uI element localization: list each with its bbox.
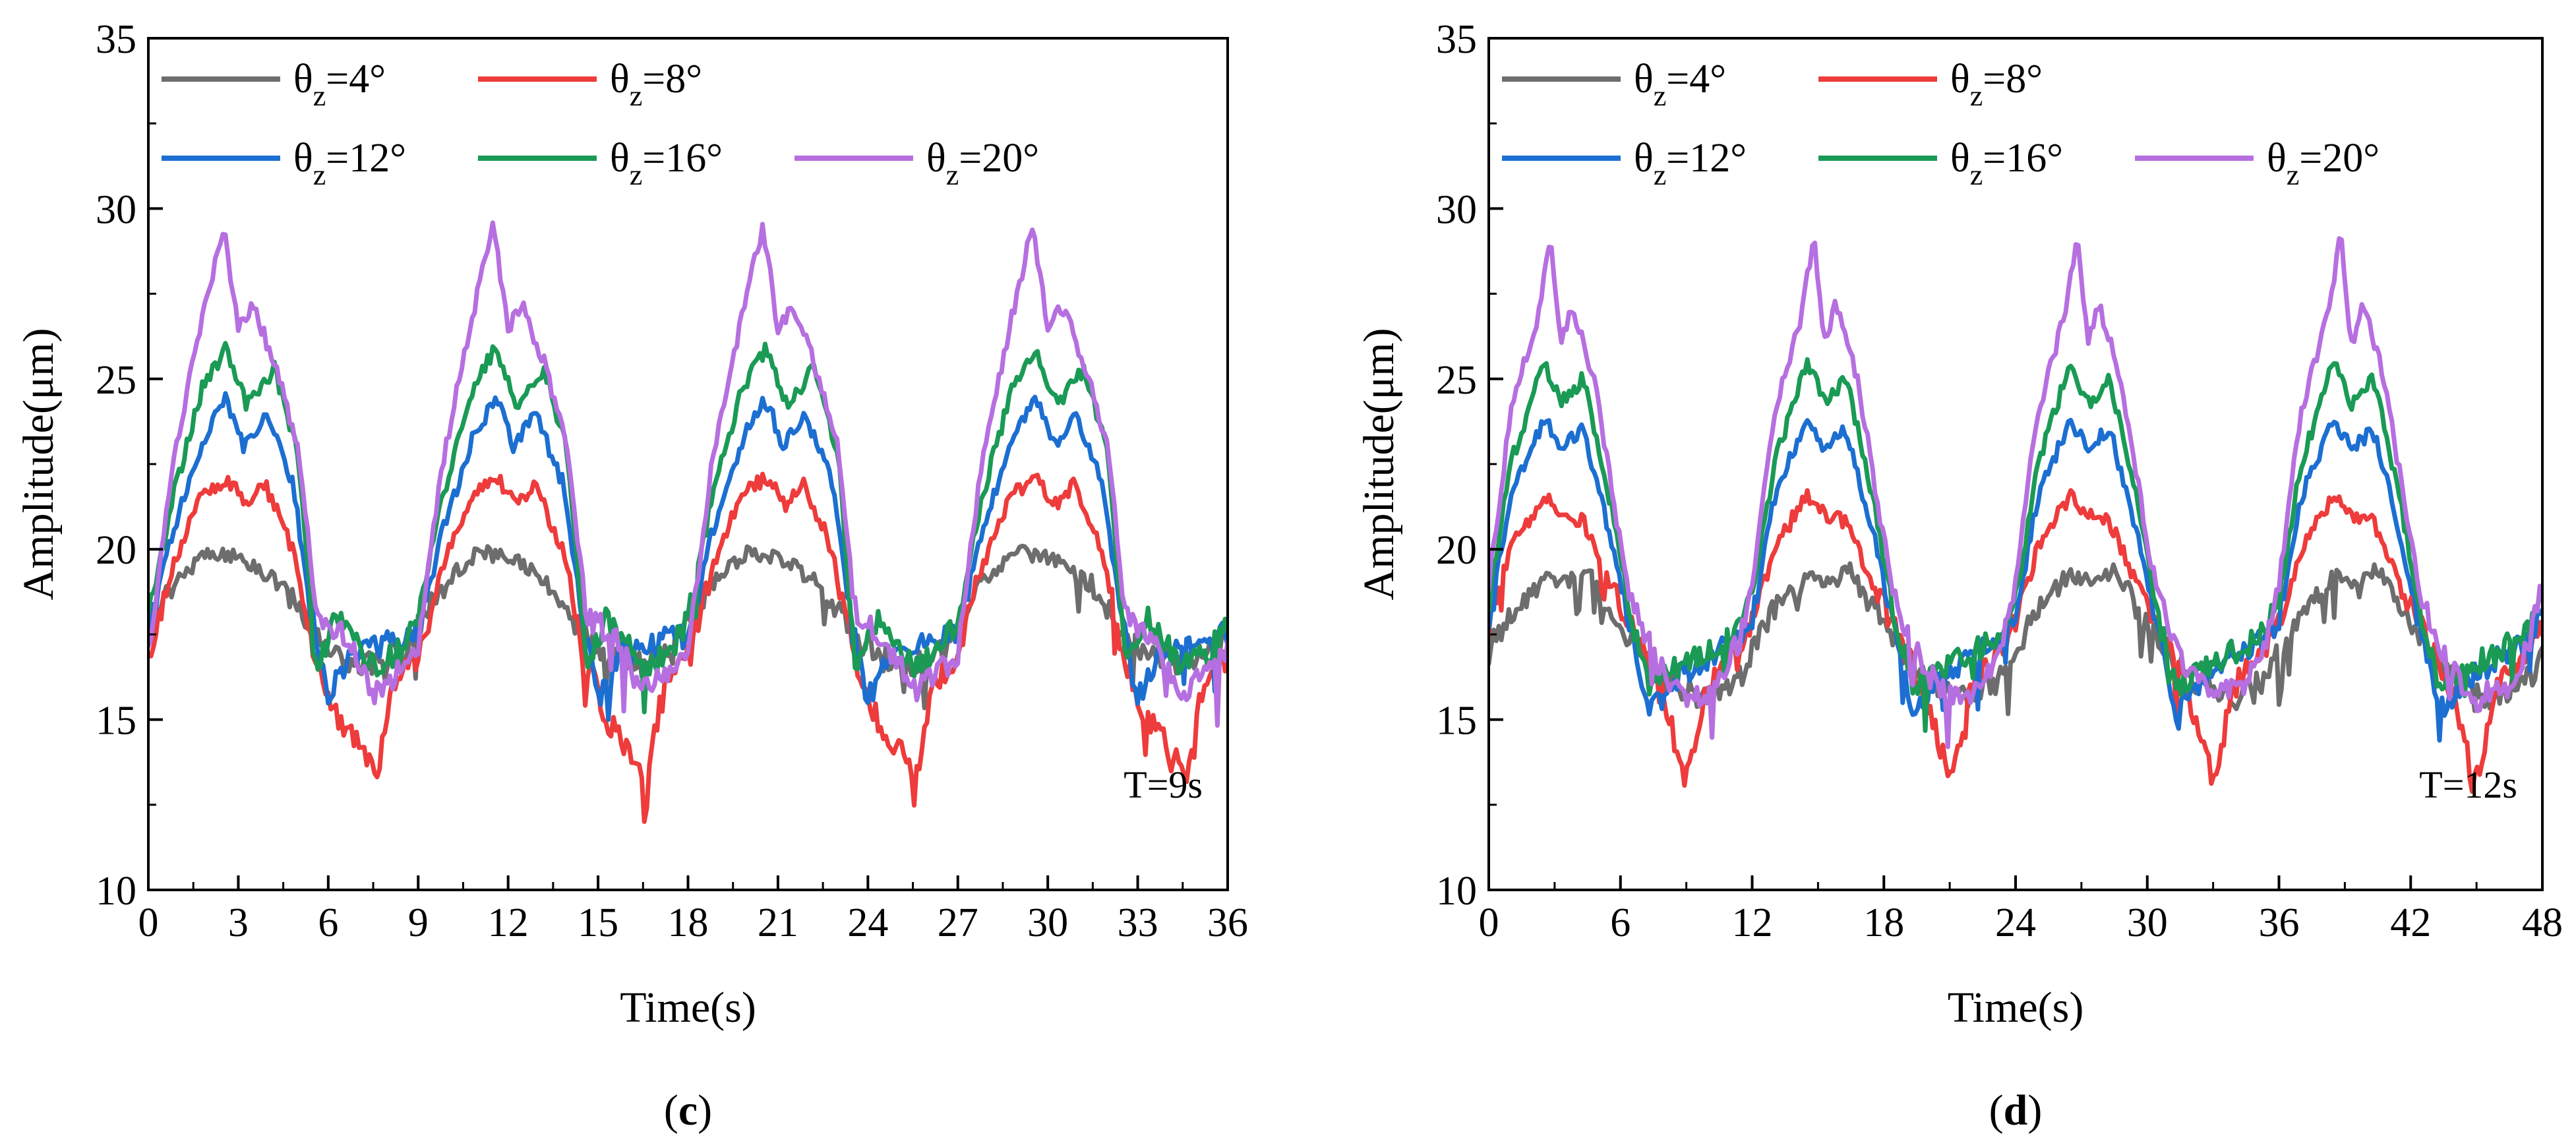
y-tick-label: 20 [96, 528, 136, 573]
legend-label: θz=4° [1634, 57, 1726, 112]
legend-label: θz=20° [926, 136, 1039, 191]
panel-label: (c) [664, 1086, 712, 1134]
y-tick-label: 30 [96, 187, 136, 232]
y-axis-title: Amplitude(μm) [15, 328, 63, 601]
y-axis-title: Amplitude(μm) [1355, 328, 1403, 601]
x-tick-label: 33 [1118, 900, 1158, 945]
x-tick-label: 42 [2390, 900, 2431, 945]
y-tick-label: 15 [96, 699, 136, 744]
x-tick-label: 18 [1863, 900, 1904, 945]
x-tick-label: 3 [228, 900, 249, 945]
period-annotation: T=12s [2419, 763, 2517, 806]
x-tick-label: 48 [2522, 900, 2563, 945]
x-tick-label: 21 [758, 900, 798, 945]
series-group [1489, 236, 2542, 794]
y-tick-label: 20 [1436, 528, 1477, 573]
y-tick-label: 35 [96, 17, 136, 62]
x-tick-label: 9 [408, 900, 429, 945]
y-tick-label: 10 [1436, 869, 1477, 914]
x-axis-title: Time(s) [620, 984, 756, 1032]
legend-label: θz=12° [293, 136, 406, 191]
legend-label: θz=8° [610, 57, 702, 112]
x-tick-label: 24 [847, 900, 888, 945]
series-line-1 [148, 543, 1228, 711]
chart-panel-c: 0 3 6 9 12 15 18 21 24 27 30 33 36101520253035Time(s… [15, 17, 1248, 1134]
x-tick-label: 6 [318, 900, 338, 945]
legend-label: θz=20° [2267, 136, 2380, 191]
x-tick-label: 30 [1027, 900, 1068, 945]
chart-panel-d: 0 6 12 18 24 30 36 42 48 10 15 20 25 30 35 Time(s) Ampli… [1355, 17, 2563, 1134]
y-tick-label: 25 [96, 358, 136, 403]
legend-label: θz=12° [1634, 136, 1747, 191]
series-line-4 [148, 341, 1228, 715]
period-annotation: T=9s [1123, 763, 1203, 806]
series-line-3 [1489, 417, 2542, 743]
x-tick-label: 0 [138, 900, 159, 945]
x-tick-label: 6 [1610, 900, 1631, 945]
y-tick-label: 10 [96, 869, 136, 914]
series-line-5 [148, 220, 1228, 728]
y-tick-label: 15 [1436, 699, 1477, 744]
legend: θz=4° θz=8° θz=12° θz=16° θz=20° [1502, 57, 2380, 191]
panel-label: (d) [1989, 1086, 2043, 1134]
y-tick-label: 35 [1436, 17, 1477, 62]
x-axis-title: Time(s) [1948, 984, 2084, 1032]
legend-label: θz=8° [1950, 57, 2043, 112]
series-line-5 [1489, 236, 2542, 750]
legend-label: θz=16° [1950, 136, 2063, 191]
y-tick-label: 30 [1436, 187, 1477, 232]
legend-label: θz=16° [610, 136, 723, 191]
x-tick-label: 36 [1207, 900, 1248, 945]
x-tick-label: 30 [2127, 900, 2168, 945]
legend: θz=4° θz=8° θz=12° θz=16° θz=20° [162, 57, 1039, 191]
legend-label: θz=4° [293, 57, 386, 112]
y-tick-label: 25 [1436, 358, 1477, 403]
x-tick-label: 12 [1732, 900, 1773, 945]
series-group [148, 220, 1228, 824]
x-tick-label: 36 [2259, 900, 2300, 945]
x-tick-label: 15 [578, 900, 618, 945]
x-tick-label: 0 [1479, 900, 1499, 945]
x-tick-label: 24 [1995, 900, 2036, 945]
x-tick-label: 27 [938, 900, 978, 945]
x-tick-label: 12 [488, 900, 529, 945]
x-tick-label: 18 [668, 900, 709, 945]
